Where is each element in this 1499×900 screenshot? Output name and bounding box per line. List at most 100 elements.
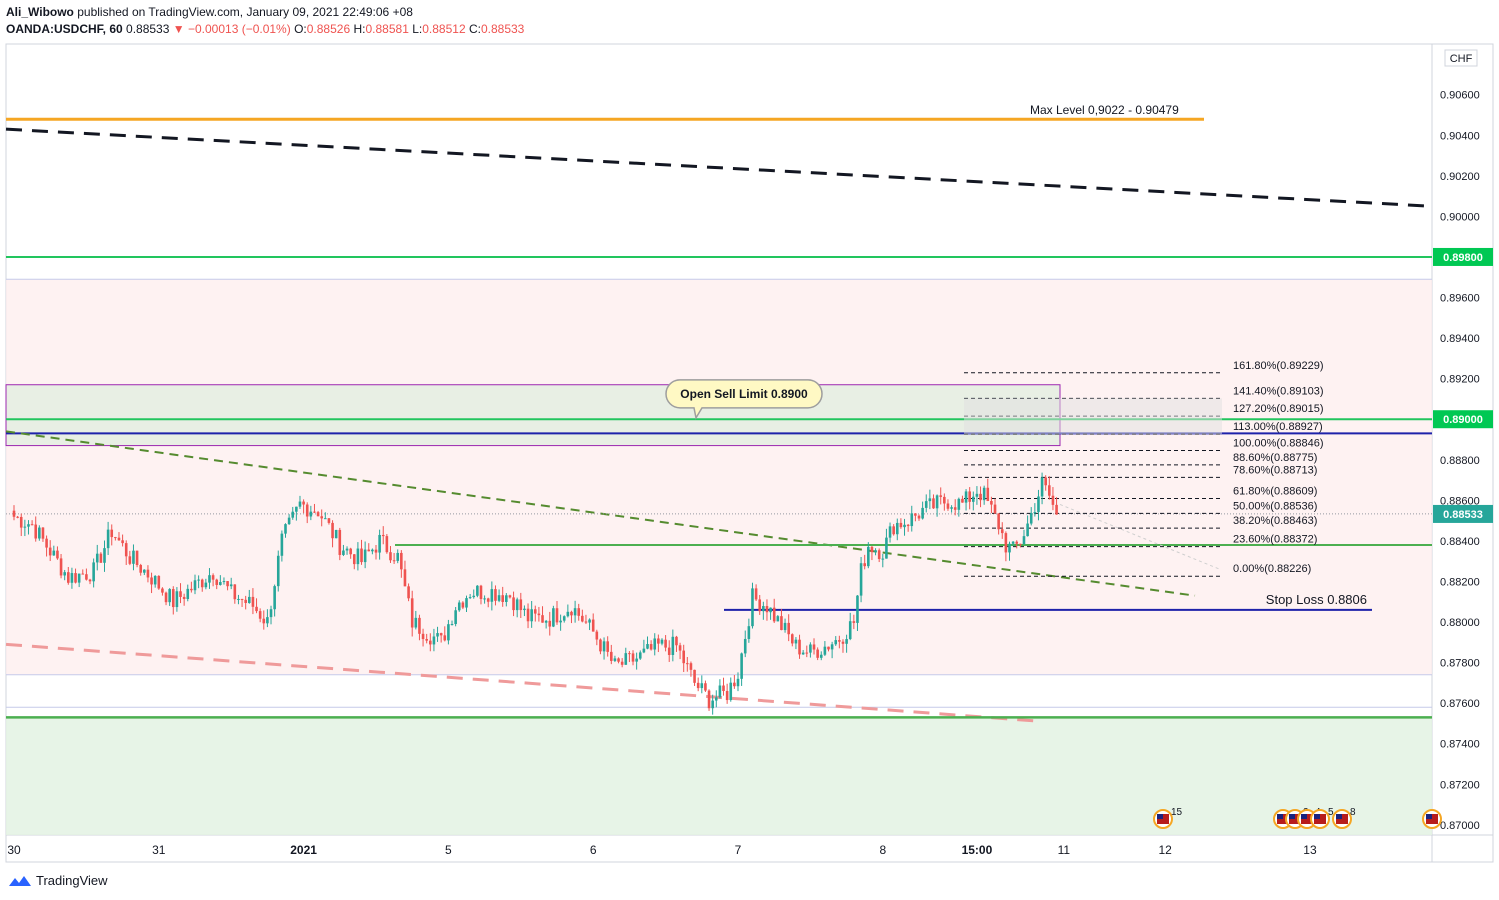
fib-level-label: 88.60%(0.88775) xyxy=(1233,452,1317,464)
candle-body xyxy=(45,538,48,548)
candle-body xyxy=(689,663,693,670)
candle-body xyxy=(591,619,595,632)
candle-body xyxy=(801,652,805,655)
candle-body xyxy=(276,555,280,587)
candle-body xyxy=(736,678,740,687)
candle-body xyxy=(352,554,356,565)
candle-body xyxy=(1011,541,1015,544)
currency-box xyxy=(1444,49,1478,67)
candle-body xyxy=(975,493,979,497)
candle-body xyxy=(168,589,171,603)
candle-body xyxy=(812,644,816,650)
published-text: published on TradingView.com, January 09… xyxy=(77,5,413,19)
tradingview-footer[interactable]: TradingView xyxy=(8,873,108,888)
candle-body xyxy=(899,522,903,528)
candle-body xyxy=(830,644,834,650)
candle-body xyxy=(342,550,345,555)
candle-body xyxy=(740,653,743,679)
price-tick-label: 0.88200 xyxy=(1440,576,1480,588)
event-count-label: 5 xyxy=(1328,807,1334,818)
candle-body xyxy=(856,595,859,623)
annotations-layer: Max Level 0,9022 - 0.90479 Open Sell Limi… xyxy=(665,103,1367,607)
candle-body xyxy=(128,556,132,564)
candle-body xyxy=(950,507,953,509)
candle-body xyxy=(313,511,316,513)
candle-body xyxy=(385,536,389,553)
candle-body xyxy=(443,635,447,641)
candle-body xyxy=(338,529,342,555)
candle-body xyxy=(743,638,747,654)
candle-body xyxy=(59,558,63,576)
candle-body xyxy=(360,548,363,563)
candle-body xyxy=(664,639,667,648)
candle-body xyxy=(381,534,385,537)
candle-body xyxy=(515,599,519,611)
symbol-label: OANDA:USDCHF, 60 xyxy=(6,22,123,36)
candle-body xyxy=(979,493,982,501)
candle-body xyxy=(432,636,436,645)
candle-body xyxy=(961,498,964,503)
candle-body xyxy=(758,599,762,612)
price-axis[interactable]: 0.90600 0.90400 0.90200 0.90000 0.89600 0.894… xyxy=(1433,49,1493,832)
candle-body xyxy=(436,633,439,637)
candle-body xyxy=(885,537,888,559)
candle-body xyxy=(523,608,526,611)
candle-body xyxy=(921,507,924,519)
candle-body xyxy=(244,599,247,603)
candle-body xyxy=(859,563,863,596)
event-count-label: 8 xyxy=(1350,807,1356,818)
candle-body xyxy=(1015,541,1019,544)
candle-body xyxy=(302,501,305,505)
time-tick-label: 7 xyxy=(735,843,742,857)
time-tick-label: 12 xyxy=(1158,843,1172,857)
candle-body xyxy=(544,620,548,623)
candle-body xyxy=(414,617,418,628)
candle-body xyxy=(208,575,211,583)
candle-body xyxy=(917,515,921,519)
candle-body xyxy=(675,636,678,646)
candle-body xyxy=(237,598,240,600)
candle-body xyxy=(309,511,313,517)
candle-body xyxy=(287,517,291,525)
price-tick-label: 0.88000 xyxy=(1440,617,1480,629)
candle-body xyxy=(638,652,642,659)
fib-level-label: 38.20%(0.88463) xyxy=(1233,515,1317,527)
candle-body xyxy=(19,516,23,528)
time-tick-label: 2021 xyxy=(290,843,317,857)
candle-body xyxy=(74,573,77,583)
candle-body xyxy=(186,588,190,599)
high-label: H: xyxy=(353,22,366,36)
candle-body xyxy=(106,529,110,549)
candle-body xyxy=(30,524,34,526)
candle-body xyxy=(772,607,776,622)
candle-body xyxy=(1026,523,1029,537)
price-chart[interactable]: 161.80%(0.89229) 141.40%(0.89103) 127.20%(… xyxy=(0,40,1499,900)
fib-level-label: 127.20%(0.89015) xyxy=(1233,403,1324,415)
candle-body xyxy=(881,558,885,560)
candle-body xyxy=(1037,496,1040,513)
lower-channel-trendline xyxy=(5,642,1043,723)
time-axis[interactable]: 30 31 2021 5 6 7 8 15:00 11 12 13 xyxy=(7,843,1317,857)
candle-body xyxy=(910,513,914,527)
candle-body xyxy=(968,491,971,502)
candle-body xyxy=(972,496,975,502)
time-tick-label: 8 xyxy=(879,843,886,857)
descending-resistance-trendline xyxy=(5,127,1433,208)
candle-body xyxy=(559,620,562,623)
candle-body xyxy=(327,518,331,523)
candle-body xyxy=(610,651,613,661)
candle-body xyxy=(754,588,758,600)
candle-body xyxy=(1048,485,1051,496)
candle-body xyxy=(378,534,381,553)
candle-body xyxy=(729,682,733,701)
candle-body xyxy=(1044,477,1047,486)
candles-layer xyxy=(12,472,1058,715)
candle-body xyxy=(389,552,392,561)
candle-body xyxy=(222,581,226,583)
candle-body xyxy=(476,585,479,596)
candle-body xyxy=(512,597,515,611)
candle-body xyxy=(519,599,523,611)
candle-body xyxy=(953,507,957,510)
candle-body xyxy=(143,569,146,573)
author-name[interactable]: Ali_Wibowo xyxy=(6,5,74,19)
